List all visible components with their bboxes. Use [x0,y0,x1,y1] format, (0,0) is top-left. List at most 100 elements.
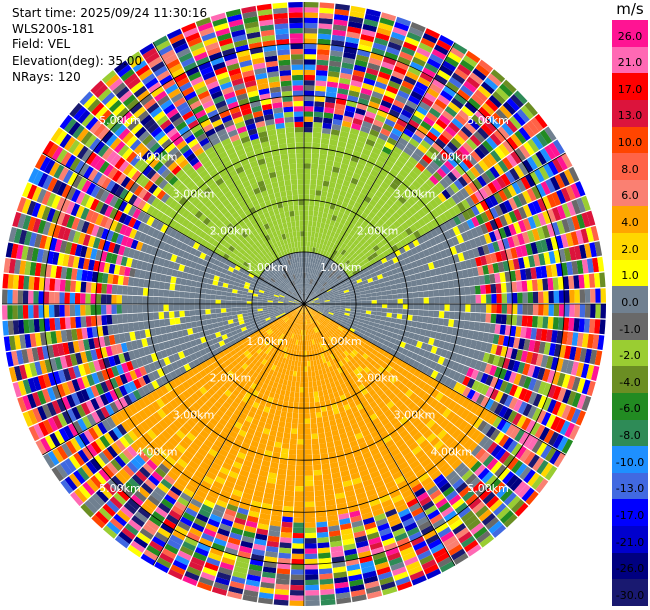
radar-gate [318,318,323,324]
radar-gate [304,132,313,138]
radar-gate [324,302,331,304]
radar-gate [542,316,549,329]
radar-gate [313,296,319,300]
radar-gate [403,200,412,210]
radar-gate [576,378,586,393]
radar-gate [424,62,439,74]
radar-gate [321,127,331,135]
radar-gate [176,477,188,488]
radar-gate [284,358,290,365]
radar-gate [359,395,367,403]
radar-gate [327,291,334,295]
radar-gate [465,169,477,181]
radar-gate [527,472,540,487]
radar-gate [277,468,287,475]
radar-gate [494,204,504,217]
radar-gate [472,247,480,258]
radar-gate [365,526,379,536]
radar-gate [429,451,440,462]
radar-gate [518,144,531,159]
radar-gate [308,381,313,388]
radar-gate [464,514,478,527]
radar-gate [315,354,319,360]
radar-gate [325,326,330,331]
radar-gate [488,231,497,243]
radar-gate [556,205,567,220]
radar-gate [298,355,302,362]
radar-gate [507,457,519,471]
radar-gate [350,364,357,372]
radar-gate [200,503,213,514]
radar-gate [220,489,232,499]
radar-gate [304,345,307,351]
radar-gate [439,296,445,304]
radar-gate [313,274,317,281]
radar-gate [523,256,531,269]
radar-gate [379,17,395,27]
radar-gate [230,401,239,409]
radar-gate [316,291,322,296]
radar-gate [509,325,517,337]
radar-gate [522,434,534,448]
radar-gate [353,145,364,154]
radar-gate [593,272,601,288]
radar-gate [451,458,463,470]
radar-gate [442,408,452,419]
radar-gate [393,421,403,430]
radar-gate [369,541,383,551]
radar-gate [307,289,310,295]
radar-gate [571,332,579,347]
radar-gate [503,225,512,238]
radar-gate [340,338,347,345]
radar-gate [318,297,325,300]
radar-gate [475,202,485,214]
radar-gate [320,379,326,386]
radar-gate [385,508,398,518]
radar-gate [478,275,486,285]
radar-gate [219,523,232,532]
radar-gate [387,304,393,309]
radar-gate [418,186,428,196]
radar-gate [345,170,354,178]
radar-gate [319,201,326,208]
radar-gate [366,363,374,370]
radar-gate [344,325,351,330]
radar-gate [227,417,237,426]
radar-gate [277,563,291,570]
radar-gate [375,315,382,320]
radar-rays [2,2,606,606]
radar-gate [231,443,241,452]
radar-gate [251,358,259,365]
radar-gate [319,330,324,336]
radar-gate [296,350,300,356]
radar-gate [514,502,529,517]
radar-gate [286,319,291,325]
radar-gate [389,404,399,413]
radar-gate [384,321,391,327]
radar-gate [307,283,310,289]
radar-gate [304,43,317,50]
radar-gate [327,313,334,317]
radar-gate [380,333,387,340]
radar-gate [382,250,390,257]
radar-gate [304,147,312,154]
radar-gate [382,537,396,547]
radar-gate [367,493,379,502]
radar-gate [428,83,443,94]
radar-gate [441,506,454,518]
radar-gate [458,420,469,432]
radar-gate [208,466,219,476]
radar-gate [321,314,327,319]
radar-gate [393,228,401,237]
radar-gate [324,494,335,501]
radar-gate [257,420,266,428]
radar-gate [395,576,411,586]
radar-gate [400,151,411,161]
radar-gate [368,100,380,110]
radar-gate [164,543,179,555]
radar-gate [206,421,216,431]
radar-gate [313,205,320,212]
radar-gate [401,164,412,175]
radar-gate [236,555,250,564]
radar-gate [395,283,402,289]
